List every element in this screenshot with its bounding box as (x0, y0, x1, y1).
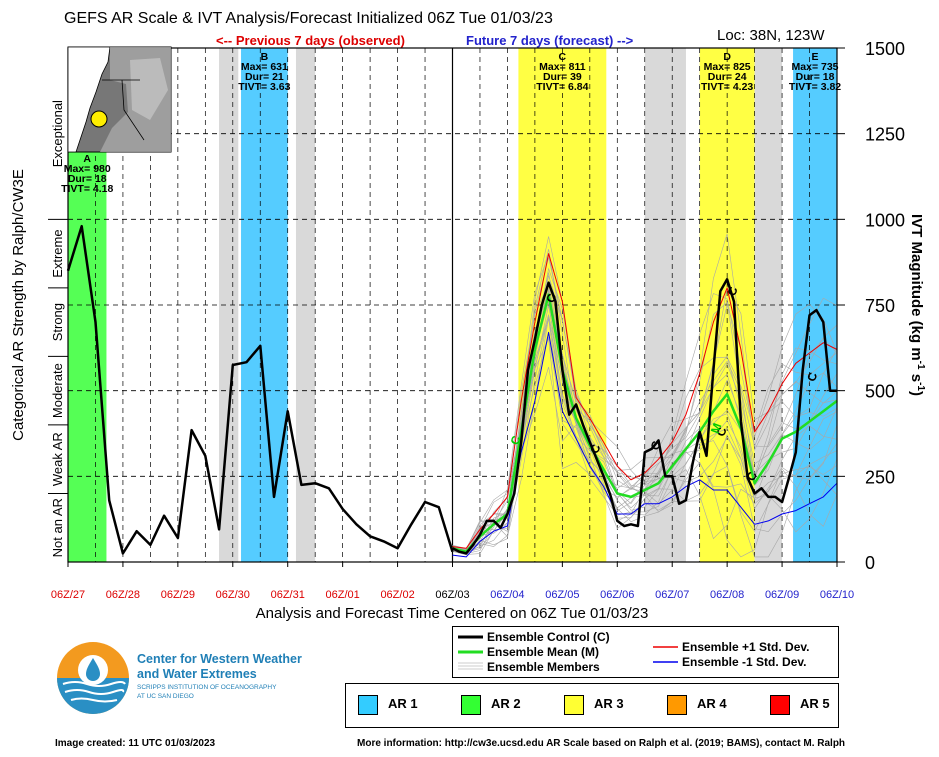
y-tick-label: 1500 (865, 39, 905, 59)
ar-event-d-text: D (723, 51, 731, 63)
ar-scale-legend: AR 1 AR 2 AR 3 AR 4 AR 5 (345, 683, 839, 728)
cw3e-name-line1: Center for Western Weather (137, 652, 302, 666)
cw3e-logo-icon (57, 642, 129, 714)
y-tick-label: 250 (865, 467, 895, 487)
x-tick-label: 06Z/27 (51, 589, 85, 601)
ar-legend-swatch (770, 695, 790, 715)
x-tick-label: 06Z/30 (216, 589, 250, 601)
image-created-footer: Image created: 11 UTC 01/03/2023 (55, 738, 216, 749)
x-tick-label: 06Z/28 (106, 589, 140, 601)
more-info-footer: More information: http://cw3e.ucsd.edu A… (357, 738, 845, 749)
legend-plus-sd-label: Ensemble +1 Std. Dev. (682, 640, 810, 654)
left-axis-title: Categorical AR Strength by Ralph/CW3E (10, 169, 27, 441)
series-legend: Ensemble Control (C) Ensemble Mean (M) E… (452, 626, 839, 678)
ar-legend-swatch (564, 695, 584, 715)
ar-event-a-text: TIVT= 4.18 (61, 183, 113, 195)
ar-event-b-text: B (261, 51, 269, 63)
legend-mean-label: Ensemble Mean (M) (487, 645, 600, 659)
ar-event-b-text: TIVT= 3.63 (238, 81, 290, 93)
ar-legend-swatch (358, 695, 378, 715)
x-tick-label: 06Z/01 (326, 589, 360, 601)
ar-event-e-text: Dur= 18 (796, 71, 835, 83)
series-letter-label: M (708, 421, 725, 435)
x-tick-label: 06Z/06 (600, 589, 634, 601)
ar-event-a-text: Max= 980 (64, 163, 111, 175)
ar-event-b-text: Dur= 21 (245, 71, 284, 83)
ar-legend-swatch (461, 695, 481, 715)
ar-legend-label: AR 4 (697, 696, 727, 711)
y-tick-label: 0 (865, 553, 875, 573)
y-tick-label: 500 (865, 382, 895, 402)
ensemble-mean-line (452, 293, 838, 553)
x-tick-label: 06Z/31 (271, 589, 305, 601)
ar-event-c-text: Dur= 39 (543, 71, 582, 83)
inactive-band (219, 48, 239, 562)
ar-legend-label: AR 1 (388, 696, 418, 711)
category-label: Not an AR (50, 498, 65, 557)
future-days-label: Future 7 days (forecast) --> (466, 33, 634, 48)
ar-event-c-text: TIVT= 6.84 (536, 81, 588, 93)
cw3e-logo-block: Center for Western Weather and Water Ext… (55, 640, 335, 720)
ar-legend-label: AR 3 (594, 696, 624, 711)
legend-control-label: Ensemble Control (C) (487, 630, 610, 644)
ar-event-c-text: C (559, 51, 567, 63)
x-tick-label: 06Z/07 (655, 589, 689, 601)
ar-event-a-text: Dur= 18 (68, 173, 107, 185)
x-tick-label: 06Z/05 (545, 589, 579, 601)
axes: 0 250 500 750 1000 1250 1500 06Z/27 06Z/28 06Z/29… (48, 39, 905, 601)
legend-members-label: Ensemble Members (487, 660, 600, 674)
legend-minus-sd-label: Ensemble -1 Std. Dev. (682, 655, 807, 669)
ensemble-control-line (451, 278, 837, 555)
x-tick-label: 06Z/04 (490, 589, 524, 601)
plus-one-sd-line (452, 253, 838, 549)
ar-event-d-text: Max= 825 (704, 61, 751, 73)
ar-event-e-text: TIVT= 3.82 (789, 81, 841, 93)
ar-event-d-text: Dur= 24 (708, 71, 747, 83)
category-label: Moderate (50, 363, 65, 418)
category-label: Strong (50, 303, 65, 341)
x-tick-label: 06Z/29 (161, 589, 195, 601)
x-tick-label: 06Z/10 (820, 589, 854, 601)
x-axis-title: Analysis and Forecast Time Centered on 0… (256, 605, 649, 622)
ensemble-member-line (452, 282, 838, 551)
ensemble-member-line (452, 317, 838, 555)
y-tick-label: 1000 (865, 210, 905, 230)
category-label: Extreme (50, 229, 65, 277)
cw3e-name-line2: and Water Extremes (137, 667, 257, 681)
x-tick-label: 06Z/02 (380, 589, 414, 601)
cw3e-ucsd-line: AT UC SAN DIEGO (137, 693, 194, 700)
y-tick-label: 750 (865, 296, 895, 316)
ar-event-e-text: Max= 735 (792, 61, 839, 73)
cw3e-scripps-line: SCRIPPS INSTITUTION OF OCEANOGRAPHY (137, 684, 277, 691)
location-map-inset (67, 46, 172, 153)
ensemble-member-line (452, 236, 838, 550)
previous-days-label: <-- Previous 7 days (observed) (216, 33, 405, 48)
observed-analysis-line (66, 224, 454, 555)
x-tick-label: 06Z/03 (435, 589, 469, 601)
ar-event-c-text: Max= 811 (539, 61, 586, 73)
ar-legend-swatch (667, 695, 687, 715)
category-label: Weak AR (50, 432, 65, 486)
ar-event-a-text: A (83, 153, 91, 165)
right-axis-title: IVT Magnitude (kg m-1 s-1) (908, 214, 926, 396)
y-tick-label: 1250 (865, 125, 905, 145)
inactive-band (754, 48, 783, 562)
ar-legend-label: AR 5 (800, 696, 830, 711)
series-lines (66, 224, 838, 558)
chart-title: GEFS AR Scale & IVT Analysis/Forecast In… (64, 10, 553, 27)
ar-event-b-text: Max= 631 (241, 61, 288, 73)
ar-event-e-text: E (812, 51, 819, 63)
x-tick-label: 06Z/08 (710, 589, 744, 601)
category-label: Exceptional (50, 100, 65, 167)
ar-legend-label: AR 2 (491, 696, 521, 711)
x-tick-label: 06Z/09 (765, 589, 799, 601)
location-label: Loc: 38N, 123W (717, 27, 825, 44)
location-marker-icon (90, 110, 108, 128)
ar-event-d-text: TIVT= 4.23 (701, 81, 753, 93)
